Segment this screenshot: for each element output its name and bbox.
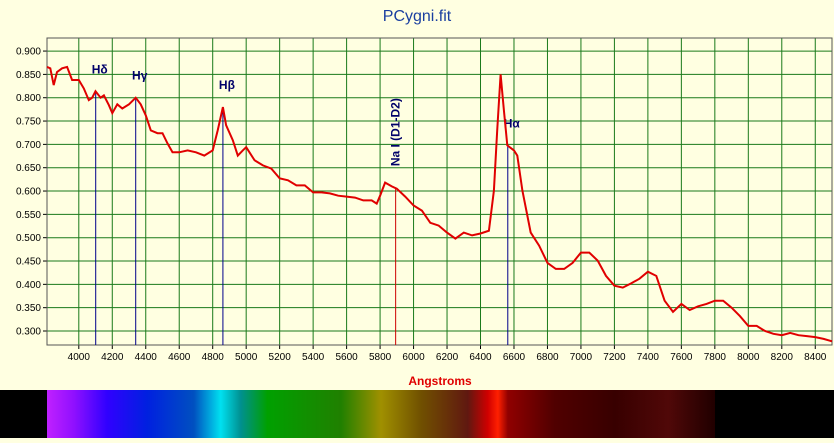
y-tick-label: 0.750	[16, 117, 41, 128]
y-tick-label: 0.900	[16, 47, 41, 58]
x-tick-label: 4400	[135, 352, 158, 363]
annotation-label: Hγ	[132, 69, 148, 83]
x-tick-label: 7000	[570, 352, 593, 363]
x-tick-label: 5400	[302, 352, 325, 363]
x-tick-label: 8400	[804, 352, 827, 363]
annotation-label: Na I (D1-D2)	[389, 98, 403, 166]
y-tick-label: 0.500	[16, 233, 41, 244]
y-tick-label: 0.550	[16, 210, 41, 221]
y-tick-label: 0.850	[16, 70, 41, 81]
x-tick-label: 5000	[235, 352, 258, 363]
y-tick-label: 0.350	[16, 303, 41, 314]
annotation-label: Hα	[504, 117, 521, 131]
x-tick-label: 4600	[168, 352, 191, 363]
x-tick-label: 4200	[101, 352, 124, 363]
y-tick-label: 0.450	[16, 257, 41, 268]
spectrum-strip	[47, 390, 715, 438]
x-tick-label: 6000	[402, 352, 425, 363]
plot-frame	[46, 37, 833, 346]
y-tick-label: 0.700	[16, 140, 41, 151]
y-tick-label: 0.800	[16, 93, 41, 104]
y-tick-label: 0.300	[16, 327, 41, 338]
x-tick-label: 4800	[202, 352, 225, 363]
annotation-label: Hδ	[92, 62, 108, 76]
x-tick-label: 6600	[503, 352, 526, 363]
chart-title: PCygni.fit	[383, 8, 452, 25]
x-tick-label: 6400	[469, 352, 492, 363]
x-tick-label: 5800	[369, 352, 392, 363]
x-tick-label: 5200	[269, 352, 292, 363]
x-tick-label: 8200	[771, 352, 794, 363]
y-tick-label: 0.650	[16, 163, 41, 174]
x-tick-label: 7800	[704, 352, 727, 363]
y-tick-label: 0.400	[16, 280, 41, 291]
spectrum-line	[46, 65, 833, 343]
x-tick-label: 6200	[436, 352, 459, 363]
x-axis-label: Angstroms	[408, 374, 472, 388]
x-tick-label: 7400	[637, 352, 660, 363]
x-tick-label: 6800	[536, 352, 559, 363]
x-tick-label: 4000	[68, 352, 91, 363]
annotation-label: Hβ	[219, 78, 235, 92]
x-tick-label: 8000	[737, 352, 760, 363]
x-tick-label: 7200	[603, 352, 626, 363]
y-tick-label: 0.600	[16, 187, 41, 198]
x-tick-label: 5600	[335, 352, 358, 363]
x-tick-label: 7600	[670, 352, 693, 363]
